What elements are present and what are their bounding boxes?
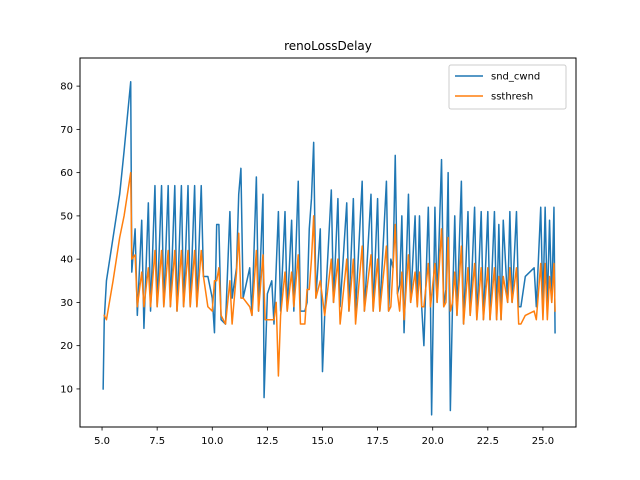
x-tick-label: 22.5	[477, 436, 499, 447]
x-tick-label: 20.0	[422, 436, 444, 447]
legend-label-snd-cwnd: snd_cwnd	[491, 72, 540, 83]
plot-area	[102, 81, 556, 416]
x-tick-label: 5.0	[94, 436, 110, 447]
axes-frame	[79, 57, 577, 428]
x-tick-label: 7.5	[149, 436, 165, 447]
series-line-ssthresh	[103, 171, 556, 377]
x-tick-label: 10.0	[201, 436, 223, 447]
legend: snd_cwnd ssthresh	[448, 64, 567, 110]
y-tick-label: 70	[60, 125, 73, 136]
x-tick-label: 12.5	[256, 436, 278, 447]
y-tick-label: 30	[60, 298, 73, 309]
y-tick-label: 80	[60, 82, 73, 93]
y-tick-label: 40	[60, 255, 73, 266]
legend-label-ssthresh: ssthresh	[491, 92, 533, 103]
chart-title: renoLossDelay	[284, 39, 372, 53]
y-axis: 10 20 30 40 50 60 70 80	[60, 82, 80, 395]
series-line-snd-cwnd	[102, 81, 556, 416]
x-axis: 5.0 7.5 10.0 12.5 15.0 17.5 20.0 22.5 25.0	[94, 427, 554, 447]
y-tick-label: 60	[60, 168, 73, 179]
y-tick-label: 50	[60, 211, 73, 222]
x-tick-label: 17.5	[366, 436, 388, 447]
y-tick-label: 10	[60, 384, 73, 395]
y-tick-label: 20	[60, 341, 73, 352]
x-tick-label: 15.0	[311, 436, 333, 447]
x-tick-label: 25.0	[532, 436, 554, 447]
